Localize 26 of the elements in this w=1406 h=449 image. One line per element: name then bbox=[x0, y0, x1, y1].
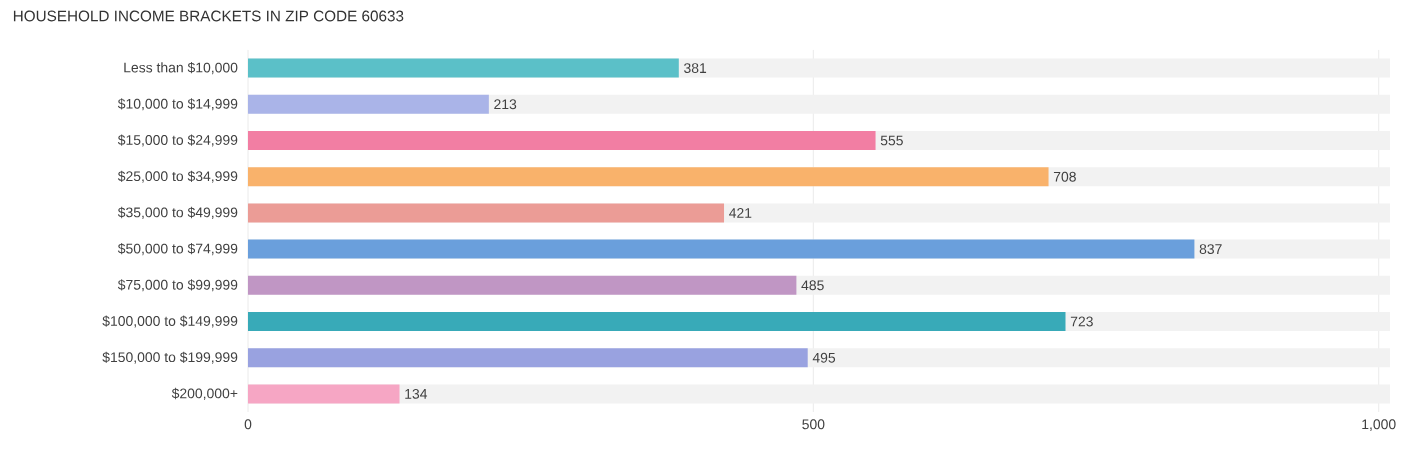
y-tick-label: $75,000 to $99,999 bbox=[117, 279, 238, 292]
y-tick-label: $25,000 to $34,999 bbox=[117, 170, 238, 183]
data-label: 485 bbox=[801, 280, 824, 291]
y-tick-label: $35,000 to $49,999 bbox=[117, 206, 238, 219]
bar bbox=[248, 94, 489, 114]
data-label: 837 bbox=[1199, 244, 1222, 255]
y-tick-label: $15,000 to $24,999 bbox=[117, 134, 238, 147]
data-label: 134 bbox=[405, 388, 428, 399]
data-label: 708 bbox=[1053, 171, 1076, 182]
y-tick-label: Less than $10,000 bbox=[124, 62, 238, 75]
data-label: 555 bbox=[880, 135, 903, 146]
y-tick-label: $100,000 to $149,999 bbox=[102, 315, 238, 328]
data-label: 495 bbox=[812, 352, 836, 363]
data-label: 421 bbox=[729, 208, 752, 218]
y-tick-label: $10,000 to $14,999 bbox=[117, 98, 238, 111]
x-tick-label: 0 bbox=[244, 419, 252, 430]
x-tick-label: 500 bbox=[802, 419, 825, 430]
x-tick-label: 1,000 bbox=[1362, 419, 1396, 431]
data-label: 381 bbox=[684, 63, 707, 74]
data-label: 213 bbox=[494, 99, 517, 110]
y-tick-label: $150,000 to $199,999 bbox=[102, 351, 238, 364]
y-tick-label: $200,000+ bbox=[171, 387, 238, 400]
y-tick-label: $50,000 to $74,999 bbox=[117, 243, 238, 256]
data-label: 723 bbox=[1070, 316, 1093, 327]
bar bbox=[248, 384, 400, 404]
chart-title: HOUSEHOLD INCOME BRACKETS IN ZIP CODE 60633 bbox=[13, 10, 404, 22]
